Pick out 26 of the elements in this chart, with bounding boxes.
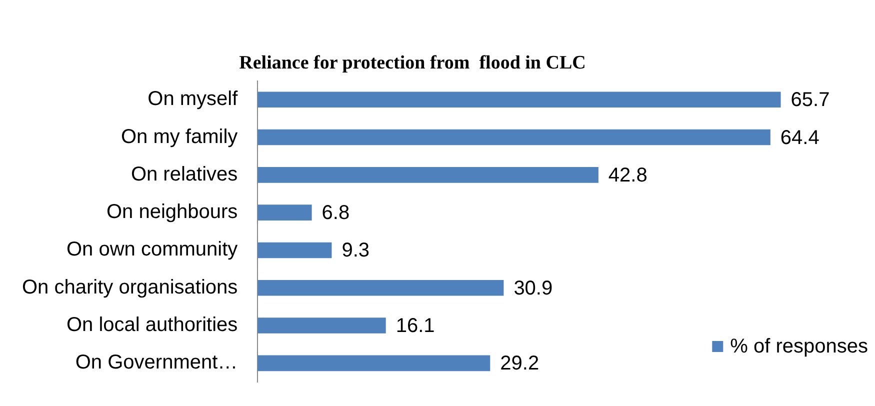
bar [258, 242, 332, 258]
y-tick-label: On my family [120, 126, 238, 148]
data-label: 29.2 [500, 352, 540, 375]
bar [258, 167, 598, 183]
data-label: 30.9 [514, 277, 553, 300]
bar [258, 204, 312, 220]
data-label: 16.1 [396, 315, 435, 338]
bar [258, 318, 386, 334]
data-label: 65.7 [790, 89, 830, 112]
data-label: 64.4 [780, 126, 820, 149]
bar [258, 355, 490, 372]
bar [258, 280, 504, 296]
legend-label: % of responses [730, 336, 868, 358]
y-tick-label: On charity organisations [22, 276, 238, 298]
data-label: 42.8 [608, 164, 648, 186]
bar [258, 129, 770, 146]
bar [258, 92, 781, 108]
y-tick-label: On neighbours [106, 201, 238, 224]
y-tick-label: On local authorities [66, 314, 238, 336]
chart-title: Reliance for protection from flood in CLC [239, 52, 586, 74]
data-label: 6.8 [322, 202, 350, 224]
data-label: 9.3 [342, 240, 370, 262]
y-tick-label: On Government… [75, 352, 238, 374]
y-tick-label: On myself [148, 88, 238, 110]
y-tick-label: On own community [66, 238, 238, 261]
y-tick-label: On relatives [130, 163, 238, 186]
